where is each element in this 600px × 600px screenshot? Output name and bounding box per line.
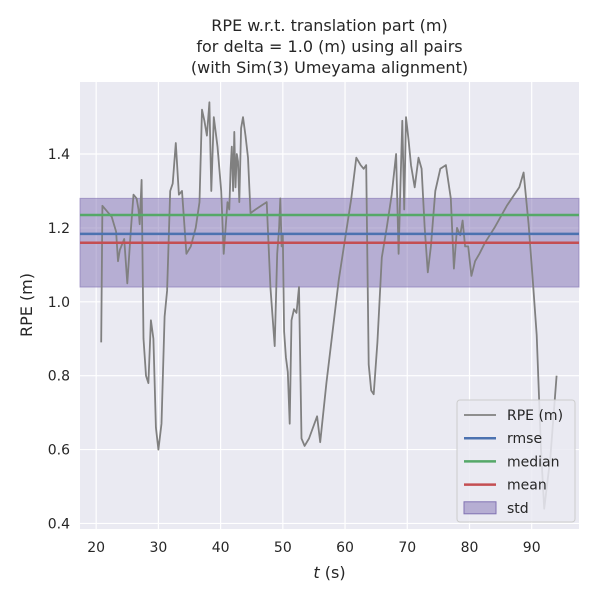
x-tick-label: 50 xyxy=(274,540,292,556)
legend-label: RPE (m) xyxy=(507,408,563,424)
x-tick-label: 20 xyxy=(87,540,105,556)
y-tick-label: 1.4 xyxy=(48,147,70,163)
y-tick-label: 0.8 xyxy=(48,369,70,385)
x-axis-label-unit: (s) xyxy=(320,563,346,582)
x-tick-label: 40 xyxy=(212,540,230,556)
title-line-2: for delta = 1.0 (m) using all pairs xyxy=(196,37,462,56)
x-tick-label: 70 xyxy=(398,540,416,556)
x-axis-label-var: t xyxy=(313,563,320,582)
y-axis-label: RPE (m) xyxy=(17,273,36,337)
legend-swatch-std xyxy=(463,501,497,515)
y-tick-label: 1.2 xyxy=(48,221,70,237)
x-tick-label: 30 xyxy=(149,540,167,556)
title-line-1: RPE w.r.t. translation part (m) xyxy=(211,16,447,35)
legend-box xyxy=(456,399,576,523)
legend-label: mean xyxy=(507,478,547,494)
x-tick-label: 60 xyxy=(336,540,354,556)
series-layer xyxy=(80,101,579,510)
x-tick-labels: 20 30 40 50 60 70 80 90 xyxy=(87,540,540,556)
y-tick-label: 1.0 xyxy=(48,295,70,311)
y-tick-label: 0.6 xyxy=(48,443,70,459)
title-line-3: (with Sim(3) Umeyama alignment) xyxy=(191,58,468,77)
rpe-series-line xyxy=(100,101,558,510)
legend-label: median xyxy=(507,454,559,470)
x-tick-label: 80 xyxy=(461,540,479,556)
chart-title: RPE w.r.t. translation part (m) for delt… xyxy=(191,16,468,77)
legend-label: std xyxy=(507,501,529,517)
legend-label: rmse xyxy=(507,431,542,447)
x-tick-label: 90 xyxy=(523,540,541,556)
y-tick-label: 0.4 xyxy=(48,516,70,532)
x-axis-label: t (s) xyxy=(313,563,345,582)
y-tick-labels: 0.4 0.6 0.8 1.0 1.2 1.4 xyxy=(48,147,70,532)
legend: RPE (m) rmse median mean std xyxy=(456,399,576,523)
